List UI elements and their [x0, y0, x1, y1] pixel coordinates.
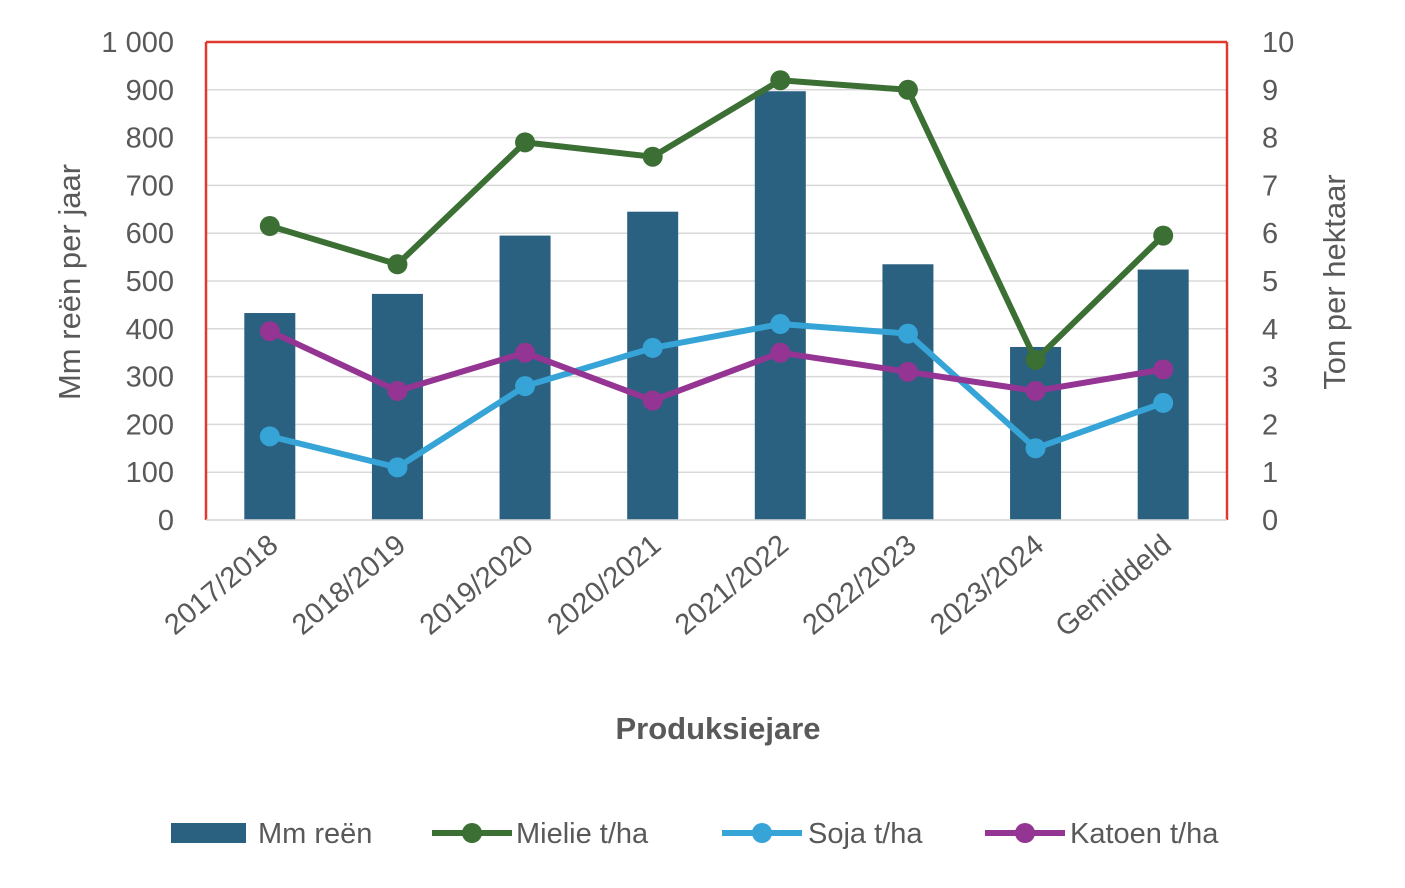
plot-frame — [204, 40, 1229, 521]
y-axis-left-title: Mm reën per jaar — [52, 164, 87, 400]
rain-bars — [244, 91, 1189, 520]
legend-item-soja-t-ha: Soja t/ha — [722, 818, 923, 850]
bar-2020-2021 — [627, 211, 679, 520]
x-tick-label: 2018/2019 — [286, 529, 412, 642]
x-tick-label: 2022/2023 — [797, 529, 923, 642]
point-mielie-t-ha-2023-2024 — [1025, 349, 1046, 370]
x-tick-label: 2021/2022 — [669, 529, 795, 642]
right-tick-label: 0 — [1262, 505, 1278, 537]
line-mielie-t-ha — [268, 77, 1166, 363]
legend-marker — [462, 823, 482, 843]
right-axis-ticks: 0 1 2 3 4 5 6 7 8 9 10 — [1262, 27, 1294, 537]
x-axis-title: Produksiejare — [615, 711, 820, 746]
left-tick-label: 1 000 — [101, 27, 174, 59]
point-mielie-t-ha-2017-2018 — [259, 216, 280, 237]
point-katoen-t-ha-gemiddeld — [1153, 359, 1174, 380]
right-tick-label: 8 — [1262, 123, 1278, 155]
left-tick-label: 900 — [126, 75, 174, 107]
bar-2018-2019 — [371, 293, 423, 520]
point-katoen-t-ha-2018-2019 — [387, 380, 408, 401]
point-mielie-t-ha-2021-2022 — [770, 70, 791, 91]
left-tick-label: 200 — [126, 409, 174, 441]
legend-label: Soja t/ha — [808, 818, 923, 850]
point-katoen-t-ha-2023-2024 — [1025, 380, 1046, 401]
right-tick-label: 7 — [1262, 170, 1278, 202]
left-axis-ticks: 0 100 200 300 400 500 600 700 800 900 1 000 — [101, 27, 174, 537]
point-soja-t-ha-2017-2018 — [259, 426, 280, 447]
point-mielie-t-ha-2022-2023 — [897, 79, 918, 100]
point-mielie-t-ha-2019-2020 — [515, 132, 536, 153]
series-soja-t-ha — [259, 314, 1174, 478]
legend-label: Mm reën — [258, 818, 372, 850]
left-tick-label: 500 — [126, 266, 174, 298]
right-tick-label: 2 — [1262, 409, 1278, 441]
right-tick-label: 3 — [1262, 362, 1278, 394]
legend-label: Katoen t/ha — [1070, 818, 1219, 850]
x-tick-label: 2020/2021 — [542, 529, 668, 642]
x-axis-ticks: 2017/2018 2018/2019 2019/2020 2020/2021 2021… — [159, 529, 1178, 644]
right-tick-label: 10 — [1262, 27, 1294, 59]
left-tick-label: 400 — [126, 314, 174, 346]
line-katoen-t-ha — [268, 328, 1164, 404]
left-tick-label: 700 — [126, 170, 174, 202]
bar-2022-2023 — [882, 264, 934, 520]
point-soja-t-ha-2018-2019 — [387, 457, 408, 478]
point-soja-t-ha-2021-2022 — [770, 314, 791, 335]
x-tick-label: 2023/2024 — [924, 529, 1050, 642]
left-tick-label: 0 — [158, 505, 174, 537]
right-tick-label: 5 — [1262, 266, 1278, 298]
point-soja-t-ha-2022-2023 — [897, 323, 918, 344]
x-tick-label: 2017/2018 — [159, 529, 285, 642]
y-axis-right-title: Ton per hektaar — [1317, 174, 1352, 389]
legend-marker — [1015, 823, 1035, 843]
line-soja-t-ha — [269, 321, 1165, 471]
point-soja-t-ha-2023-2024 — [1025, 438, 1046, 459]
left-tick-label: 600 — [126, 218, 174, 250]
x-tick-label: Gemiddeld — [1050, 529, 1178, 644]
left-tick-label: 300 — [126, 362, 174, 394]
legend-label: Mielie t/ha — [516, 818, 649, 850]
left-tick-label: 100 — [126, 457, 174, 489]
point-katoen-t-ha-2021-2022 — [770, 342, 791, 363]
point-soja-t-ha-2020-2021 — [642, 337, 663, 358]
x-tick-label: 2019/2020 — [414, 529, 540, 642]
point-mielie-t-ha-2018-2019 — [387, 254, 408, 275]
bar-2017-2018 — [244, 313, 296, 520]
point-soja-t-ha-2019-2020 — [515, 376, 536, 397]
legend-item-mielie-t-ha: Mielie t/ha — [432, 818, 649, 850]
point-katoen-t-ha-2017-2018 — [259, 321, 280, 342]
point-katoen-t-ha-2019-2020 — [515, 342, 536, 363]
legend-marker — [752, 823, 772, 843]
right-tick-label: 9 — [1262, 75, 1278, 107]
yield-lines — [259, 70, 1174, 478]
right-tick-label: 6 — [1262, 218, 1278, 250]
legend: Mm reën Mielie t/ha Soja t/ha Katoen t/ha — [171, 818, 1219, 850]
point-mielie-t-ha-gemiddeld — [1153, 225, 1174, 246]
right-tick-label: 1 — [1262, 457, 1278, 489]
right-tick-label: 4 — [1262, 314, 1278, 346]
legend-swatch — [171, 823, 246, 843]
point-katoen-t-ha-2022-2023 — [897, 361, 918, 382]
left-tick-label: 800 — [126, 123, 174, 155]
bar-2021-2022 — [754, 91, 806, 520]
point-mielie-t-ha-2020-2021 — [642, 146, 663, 167]
series-katoen-t-ha — [259, 321, 1174, 411]
legend-item-mm-re-n: Mm reën — [171, 818, 372, 850]
legend-item-katoen-t-ha: Katoen t/ha — [985, 818, 1219, 850]
series-mielie-t-ha — [259, 70, 1174, 370]
point-soja-t-ha-gemiddeld — [1153, 392, 1174, 413]
point-katoen-t-ha-2020-2021 — [642, 390, 663, 411]
gridlines — [206, 41, 1227, 521]
